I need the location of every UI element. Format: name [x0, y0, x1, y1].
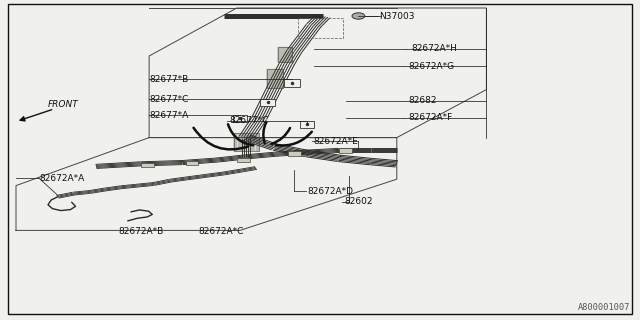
- Bar: [237, 158, 250, 162]
- Text: 82672A*H: 82672A*H: [412, 44, 458, 53]
- Text: 82677*C: 82677*C: [149, 95, 189, 104]
- FancyBboxPatch shape: [284, 79, 300, 87]
- Text: 82672A*E: 82672A*E: [314, 137, 358, 146]
- FancyBboxPatch shape: [260, 99, 275, 106]
- Text: A800001007: A800001007: [578, 303, 630, 312]
- Text: 82677*C: 82677*C: [229, 116, 269, 125]
- Text: 82672A*G: 82672A*G: [408, 62, 454, 71]
- Text: 82677*B: 82677*B: [149, 75, 188, 84]
- Text: 82672A*B: 82672A*B: [118, 227, 164, 236]
- Text: 82672A*F: 82672A*F: [408, 113, 452, 122]
- Text: 82672A*A: 82672A*A: [40, 174, 85, 183]
- FancyBboxPatch shape: [268, 69, 283, 88]
- FancyBboxPatch shape: [233, 115, 247, 122]
- Bar: [339, 148, 352, 153]
- Text: 82682: 82682: [408, 96, 437, 105]
- Text: 82602: 82602: [344, 197, 373, 206]
- Text: 82672A*D: 82672A*D: [307, 187, 353, 196]
- FancyBboxPatch shape: [234, 133, 259, 151]
- Bar: [141, 163, 154, 167]
- Text: N37003: N37003: [380, 12, 415, 20]
- Text: 82677*A: 82677*A: [149, 111, 188, 120]
- Bar: [186, 161, 198, 165]
- FancyBboxPatch shape: [300, 121, 314, 128]
- Bar: [298, 18, 343, 38]
- Text: FRONT: FRONT: [48, 100, 79, 109]
- Circle shape: [352, 13, 365, 19]
- Bar: [288, 151, 301, 156]
- Text: 82672A*C: 82672A*C: [198, 227, 244, 236]
- FancyBboxPatch shape: [278, 47, 292, 61]
